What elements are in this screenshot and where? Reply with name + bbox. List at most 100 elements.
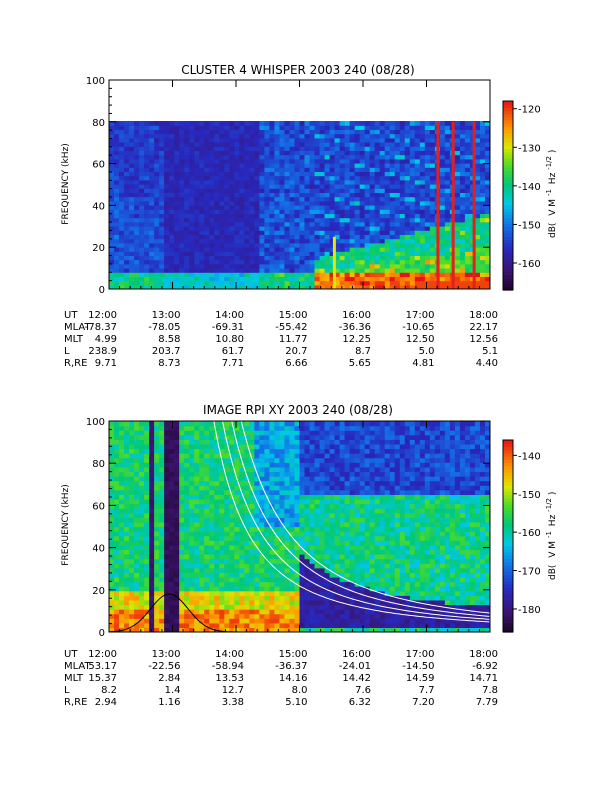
- heat-cell: [189, 430, 195, 436]
- heat-cell: [154, 247, 160, 252]
- heat-cell: [349, 230, 356, 235]
- heat-cell: [259, 184, 265, 189]
- heat-cell: [309, 221, 316, 227]
- heat-cell: [149, 234, 155, 240]
- heat-cell: [279, 242, 286, 248]
- heat-cell: [154, 618, 160, 624]
- heat-cell: [354, 158, 361, 164]
- heat-cell: [189, 521, 195, 528]
- heat-cell: [144, 443, 150, 450]
- heat-cell: [194, 284, 200, 289]
- heat-cell: [169, 154, 175, 160]
- heat-cell: [394, 146, 401, 151]
- heat-cell: [164, 531, 170, 537]
- heat-cell: [324, 238, 331, 244]
- heat-cell: [354, 226, 361, 231]
- heat-cell: [134, 485, 140, 491]
- heat-cell: [374, 175, 381, 181]
- heat-cell: [269, 150, 276, 156]
- heat-cell: [134, 512, 140, 518]
- heat-cell: [194, 618, 200, 624]
- heat-cell: [204, 599, 210, 606]
- heat-cell: [289, 192, 296, 198]
- heat-cell: [244, 498, 250, 505]
- heat-cell: [204, 453, 210, 459]
- heat-cell: [274, 489, 281, 495]
- heat-cell: [184, 576, 190, 583]
- heat-cell: [184, 205, 190, 210]
- heat-cell: [189, 604, 195, 610]
- heat-cell: [254, 430, 260, 436]
- heat-cell: [174, 221, 180, 227]
- heat-cell: [229, 563, 235, 569]
- heat-cell: [359, 192, 366, 198]
- heat-cell: [144, 480, 150, 486]
- heat-cell: [194, 521, 200, 528]
- heat-cell: [429, 268, 436, 273]
- heat-cell: [289, 485, 296, 491]
- heat-cell: [174, 457, 180, 463]
- heat-cell: [209, 512, 215, 518]
- heat-cell: [289, 627, 296, 632]
- heat-cell: [254, 554, 260, 560]
- heat-cell: [334, 150, 341, 156]
- heat-cell: [399, 209, 406, 214]
- heat-cell: [384, 272, 391, 277]
- heat-cell: [119, 226, 125, 231]
- heat-cell: [459, 150, 466, 156]
- heat-cell: [209, 226, 215, 231]
- heat-cell: [149, 121, 155, 126]
- heat-cell: [154, 251, 160, 256]
- heat-cell: [124, 595, 130, 601]
- heat-cell: [279, 188, 286, 193]
- heat-cell: [139, 121, 145, 126]
- heat-cell: [304, 247, 311, 252]
- heat-cell: [394, 142, 401, 147]
- heat-cell: [124, 489, 130, 495]
- heat-cell: [194, 188, 200, 193]
- heat-cell: [219, 158, 225, 164]
- heat-cell: [379, 255, 386, 261]
- heat-cell: [204, 263, 210, 269]
- heat-cell: [124, 540, 130, 546]
- heat-cell: [124, 192, 130, 198]
- heat-cell: [169, 209, 175, 214]
- heat-cell: [234, 586, 240, 592]
- heat-cell: [304, 175, 311, 181]
- heat-cell: [309, 167, 316, 172]
- heat-cell: [324, 276, 331, 282]
- heat-cell: [244, 466, 250, 473]
- heat-cell: [429, 192, 436, 198]
- heat-cell: [174, 462, 180, 468]
- heat-cell: [289, 125, 296, 130]
- heat-cell: [239, 535, 245, 541]
- heat-cell: [149, 535, 155, 541]
- heat-cell: [234, 466, 240, 473]
- heat-cell: [429, 171, 436, 177]
- heat-cell: [359, 175, 366, 181]
- colorbar-swatch: [503, 101, 513, 105]
- heat-cell: [199, 175, 205, 181]
- heat-cell: [329, 192, 336, 198]
- heat-cell: [394, 137, 401, 143]
- heat-cell: [344, 205, 351, 210]
- panel1-title: CLUSTER 4 WHISPER 2003 240 (08/28): [181, 63, 414, 77]
- heat-cell: [209, 618, 215, 624]
- heat-cell: [264, 238, 271, 244]
- heat-cell: [109, 563, 115, 569]
- heat-cell: [204, 251, 210, 256]
- heat-cell: [214, 247, 220, 252]
- heat-cell: [169, 567, 175, 573]
- heat-cell: [149, 242, 155, 248]
- heat-cell: [264, 489, 271, 495]
- heat-cell: [224, 121, 230, 126]
- heat-cell: [279, 213, 286, 219]
- heat-cell: [264, 508, 271, 514]
- heat-cell: [389, 217, 396, 223]
- heat-cell: [204, 609, 210, 615]
- heat-cell: [129, 526, 135, 532]
- heat-cell: [204, 234, 210, 240]
- heat-cell: [239, 439, 245, 445]
- heat-cell: [249, 609, 255, 615]
- heat-cell: [344, 284, 351, 289]
